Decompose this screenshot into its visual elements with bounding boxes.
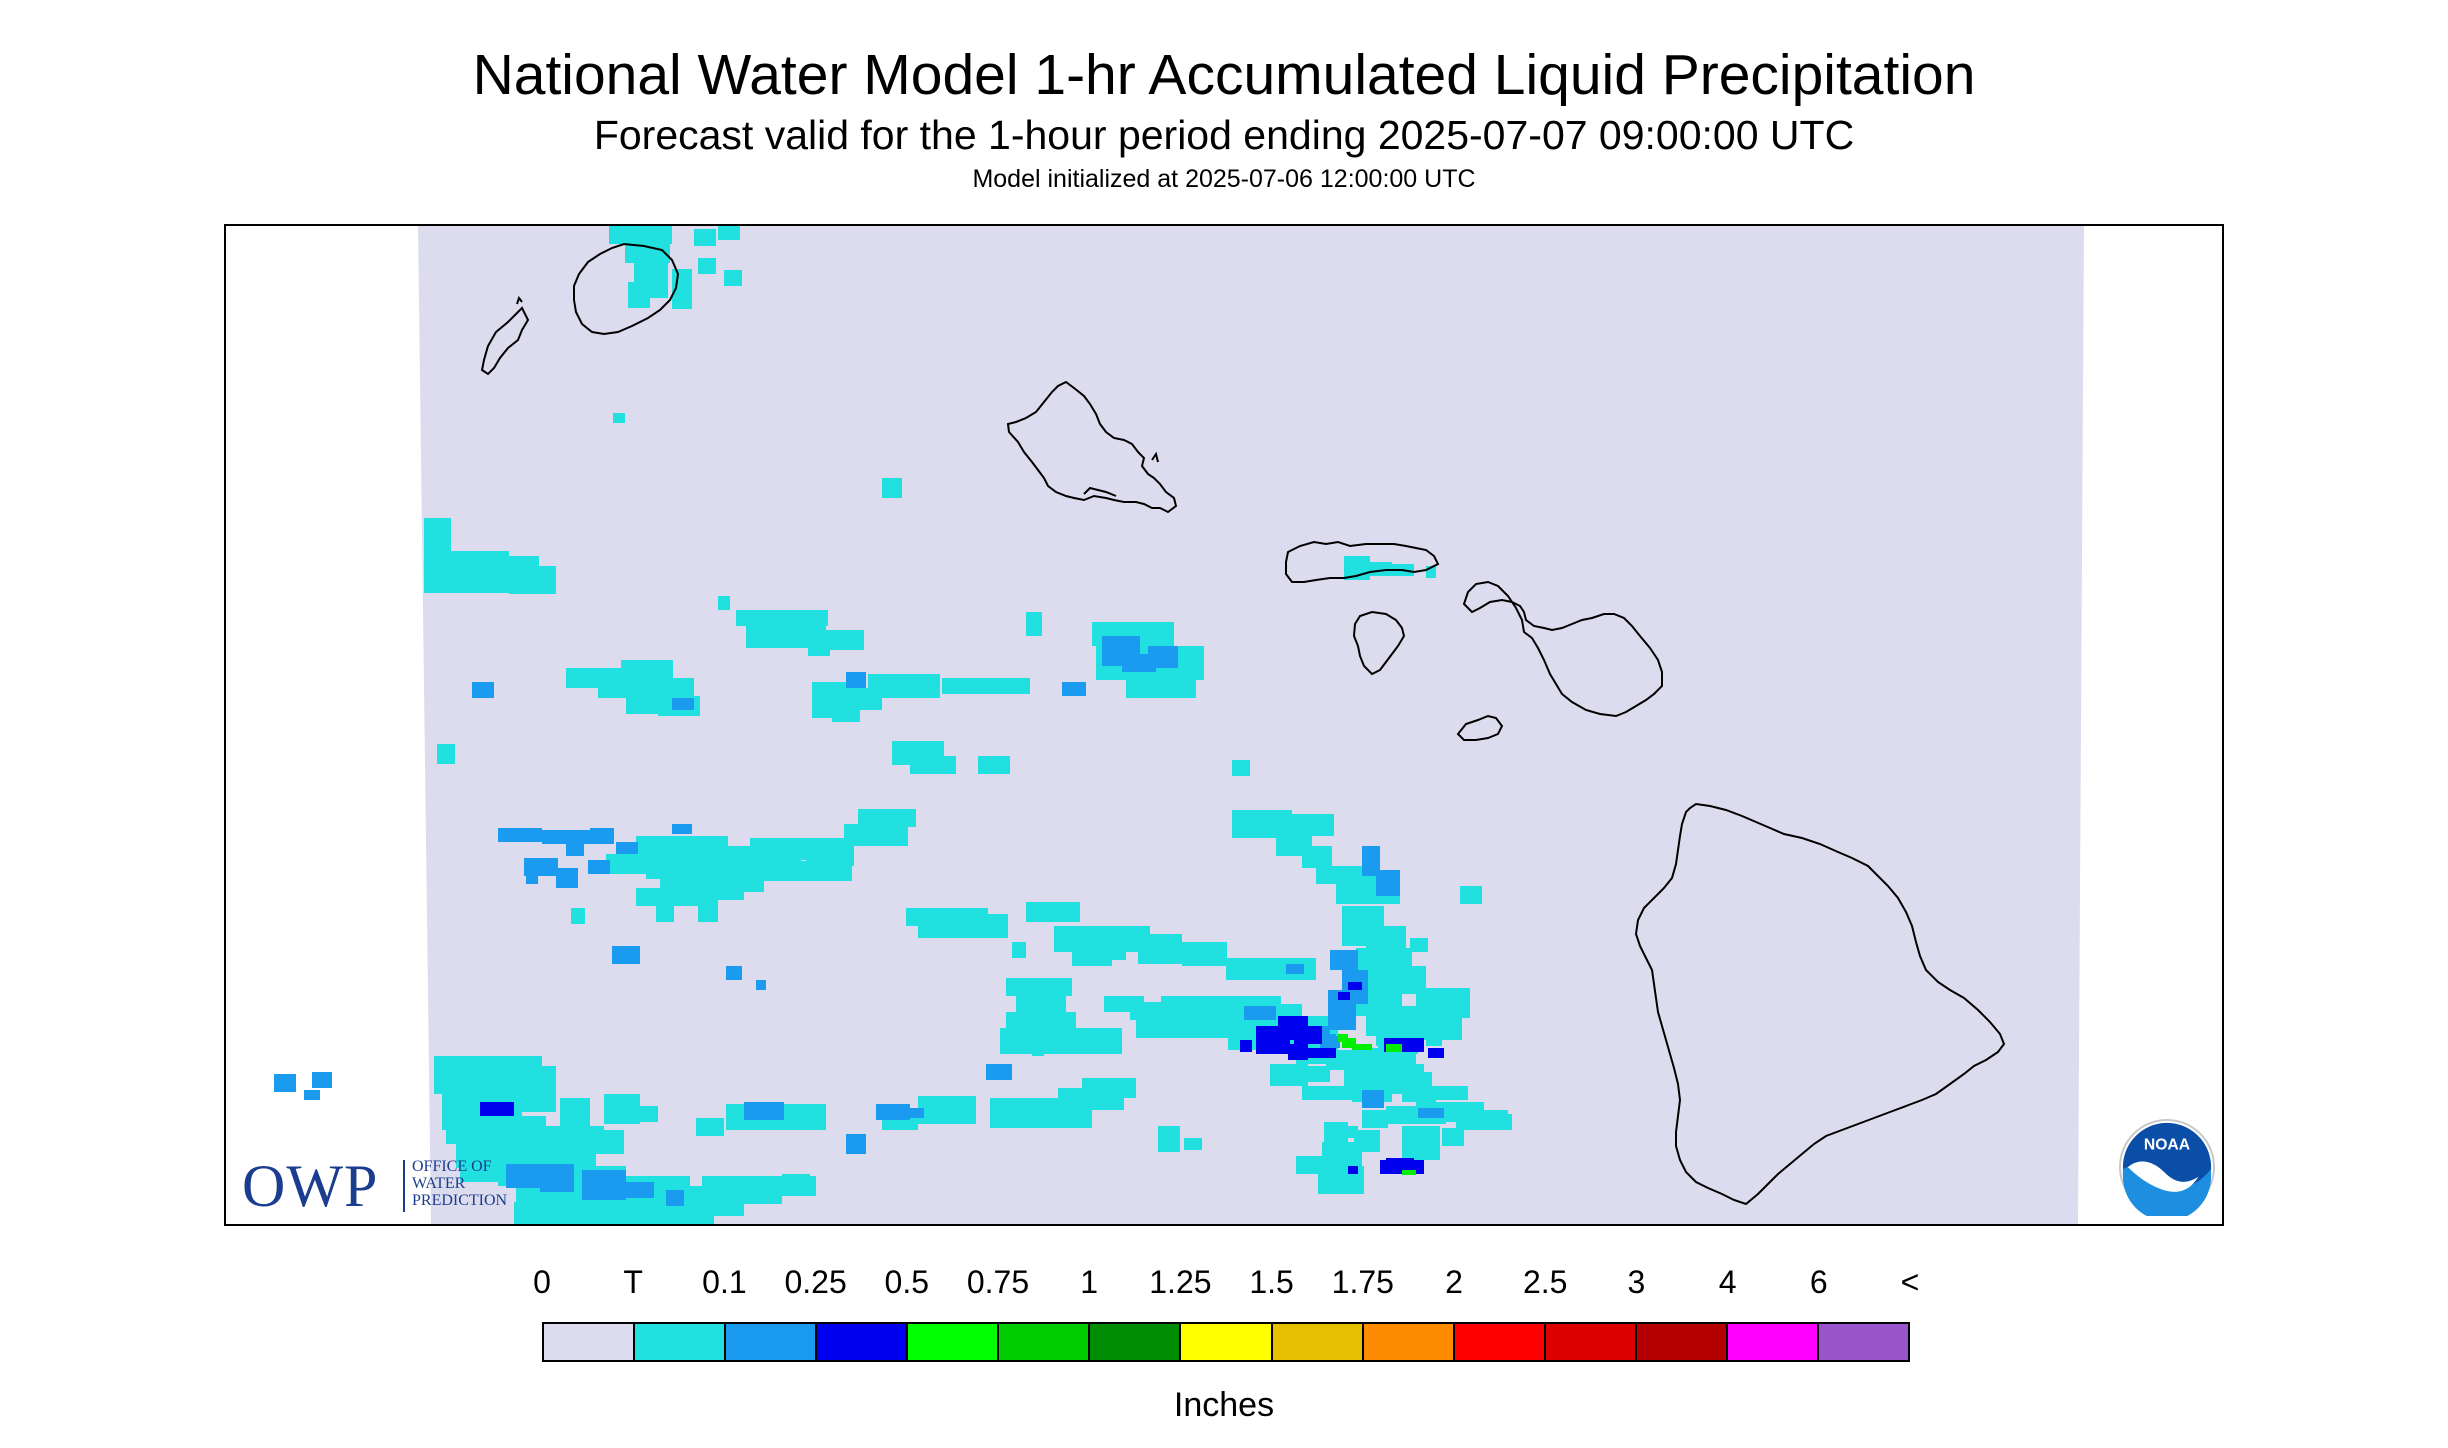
legend-tick-label: 4: [1718, 1264, 1737, 1300]
owp-logo-letters: OWP: [242, 1153, 379, 1219]
precip-heavy-areas: [1338, 1034, 1416, 1175]
legend-swatch: [1454, 1324, 1546, 1360]
chart-subtitle: Forecast valid for the 1-hour period end…: [593, 112, 1855, 158]
legend-tick-label: 3: [1627, 1264, 1646, 1300]
legend-swatch: [1363, 1324, 1455, 1360]
model-domain: [418, 226, 2084, 1224]
model-init-line: Model initialized at 2025-07-06 12:00:00…: [972, 165, 1476, 193]
legend-tick-label: T: [623, 1264, 643, 1300]
noaa-logo-text: NOAA: [2144, 1136, 2190, 1153]
legend-swatch: [1818, 1324, 1908, 1360]
legend-swatch: [1181, 1324, 1273, 1360]
legend-swatch: [1090, 1324, 1182, 1360]
owp-logo-line1: OFFICE OF: [412, 1158, 492, 1175]
legend-swatch: [1727, 1324, 1819, 1360]
legend-tick-label: 2: [1445, 1264, 1463, 1300]
legend-swatch: [908, 1324, 1000, 1360]
legend-swatch: [999, 1324, 1091, 1360]
legend-tick-label: 0.5: [884, 1264, 930, 1300]
lanai-coastline: [1352, 610, 1406, 676]
legend-tick-label: 0.1: [702, 1264, 747, 1300]
molokai-coastline: [1285, 540, 1440, 583]
legend-tick-label: 1.25: [1149, 1264, 1212, 1300]
precip-moderate-areas: [480, 982, 1444, 1174]
legend-tick-label: <: [1900, 1264, 1920, 1300]
chart-title: National Water Model 1-hr Accumulated Li…: [472, 43, 1976, 107]
legend-tick-label: 1.5: [1249, 1264, 1294, 1300]
legend-tick-label: 0.25: [784, 1264, 847, 1300]
legend-swatch: [817, 1324, 909, 1360]
legend-swatch: [1545, 1324, 1637, 1360]
legend-swatch: [635, 1324, 727, 1360]
legend-swatch: [1272, 1324, 1364, 1360]
legend-tick-label: 1: [1080, 1264, 1099, 1300]
legend-tick-label: 6: [1809, 1264, 1828, 1300]
maui-coastline: [1462, 580, 1663, 718]
color-legend: 0 T 0.1 0.25 0.5 0.75 1 1.25 1.5 1.75 2 2.5 3 4 6 <: [533, 1264, 1919, 1364]
legend-tick-label: 0: [533, 1264, 551, 1300]
legend-tick-label: 0.75: [966, 1264, 1030, 1300]
precipitation-map: [274, 226, 2084, 1224]
kahoolawe-coastline: [1456, 714, 1504, 741]
legend-units: Inches: [1173, 1386, 1275, 1424]
oahu-coastline: [1006, 380, 1178, 514]
legend-tick-label: 1.75: [1331, 1264, 1394, 1300]
coastlines: [480, 242, 2006, 1206]
legend-tick-label: 2.5: [1522, 1264, 1568, 1300]
owp-logo-subtext: OFFICE OF WATER PREDICTION: [412, 1158, 507, 1209]
niihau-coastline: [480, 306, 530, 376]
owp-logo-divider: [403, 1160, 405, 1212]
hawaii-coastline: [1634, 802, 2006, 1206]
owp-logo-line2: WATER: [412, 1175, 466, 1192]
noaa-logo: NOAA: [2118, 1118, 2216, 1216]
precip-light-areas: [274, 636, 1444, 1206]
legend-colorbar: [542, 1322, 1910, 1362]
legend-swatch: [544, 1324, 636, 1360]
owp-logo-line3: PREDICTION: [412, 1192, 508, 1209]
kauai-coastline: [573, 242, 680, 336]
map-panel[interactable]: OWP OFFICE OF WATER PREDICTION NOAA: [224, 224, 2224, 1226]
legend-swatch: [726, 1324, 818, 1360]
legend-swatch: [1636, 1324, 1728, 1360]
